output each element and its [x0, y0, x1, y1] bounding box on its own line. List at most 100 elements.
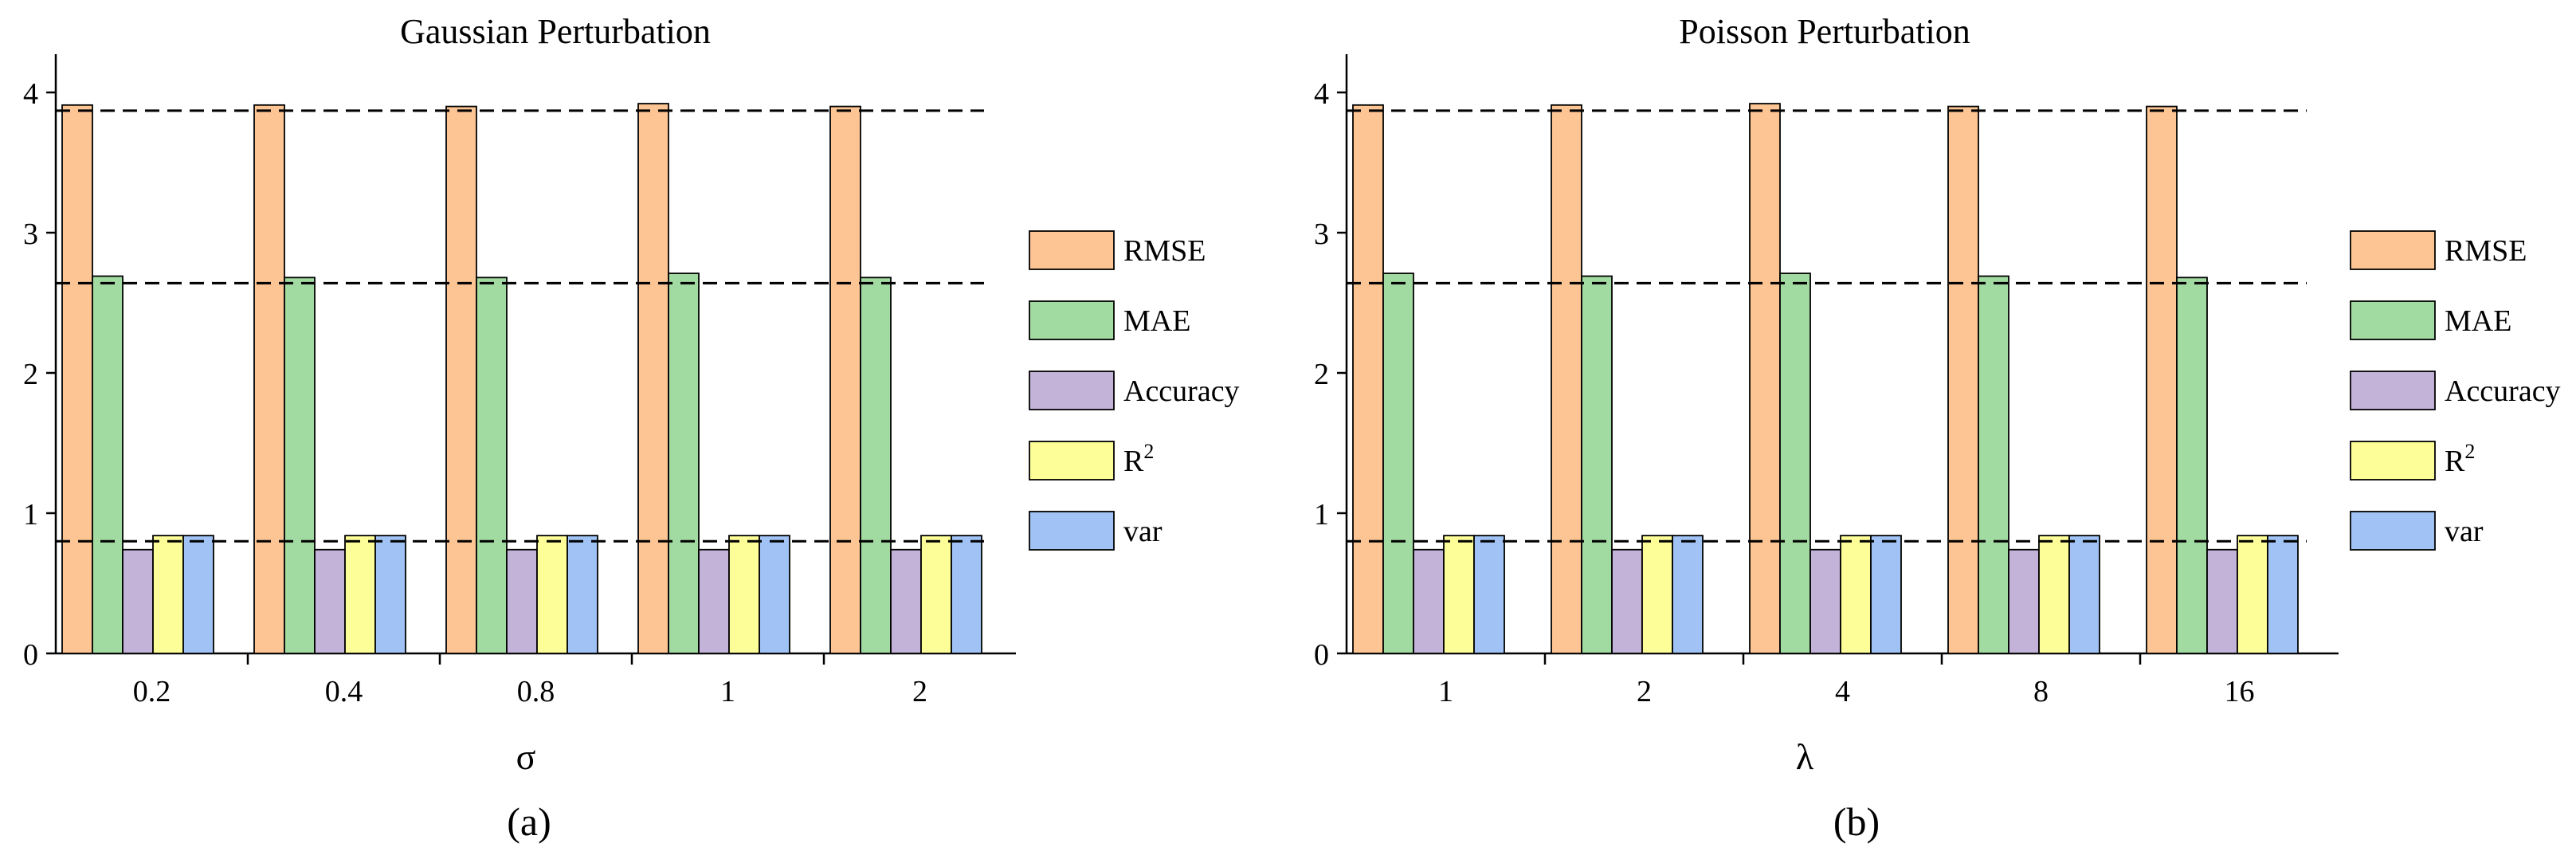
bar-accuracy	[506, 548, 538, 654]
bar-r2	[2038, 535, 2070, 654]
legend-label: RMSE	[2445, 234, 2527, 268]
bar-r2	[344, 535, 376, 654]
y-tick-label: 4	[23, 77, 38, 111]
bar-mae	[2176, 277, 2208, 654]
y-tick-label: 2	[1314, 358, 1329, 391]
bar-var	[2267, 535, 2299, 654]
y-tick-label: 2	[23, 358, 38, 391]
y-tick-label: 0	[23, 638, 38, 672]
legend-swatch	[1029, 511, 1115, 551]
bar-rmse	[2146, 105, 2178, 654]
bar-r2	[728, 535, 760, 654]
y-tick-label: 0	[1314, 638, 1329, 672]
bar-mae	[1382, 273, 1414, 654]
bar-mae	[92, 275, 124, 654]
y-tick-label: 3	[23, 218, 38, 251]
x-axis-label: σ	[516, 736, 536, 777]
bar-accuracy	[1413, 548, 1445, 654]
x-tick-label: 2	[912, 675, 927, 708]
bar-accuracy	[314, 548, 346, 654]
bar-mae	[476, 277, 508, 654]
legend-label: var	[1123, 515, 1163, 548]
bar-r2	[2237, 535, 2268, 654]
x-tick-label: 0.4	[325, 675, 363, 708]
bar-accuracy	[890, 548, 922, 654]
legend-label: R2	[2445, 440, 2475, 478]
legend-swatch	[1029, 371, 1115, 410]
x-tick-label: 1	[1438, 675, 1453, 708]
legend-swatch	[1029, 441, 1115, 480]
legend-label: Accuracy	[1123, 375, 1240, 408]
bar-r2	[1641, 535, 1673, 654]
legend-label: MAE	[2445, 304, 2511, 338]
x-tick-label: 0.2	[133, 675, 171, 708]
x-tick-label: 4	[1835, 675, 1850, 708]
x-tick-label: 16	[2225, 675, 2255, 708]
chart-title: Poisson Perturbation	[1679, 12, 1970, 51]
legend-swatch	[1029, 300, 1115, 340]
bar-var	[1672, 535, 1704, 654]
bar-rmse	[637, 103, 669, 654]
bar-rmse	[1352, 104, 1384, 654]
bar-accuracy	[698, 548, 730, 654]
bar-mae	[860, 277, 892, 654]
legend-label: R2	[1123, 440, 1154, 478]
bar-accuracy	[2206, 548, 2238, 654]
y-tick-label: 1	[1314, 498, 1329, 531]
x-tick-label: 0.8	[517, 675, 555, 708]
bar-mae	[1978, 275, 2009, 654]
bar-rmse	[61, 104, 93, 654]
legend: RMSE MAE Accuracy R2 var	[2350, 230, 2561, 551]
bar-var	[374, 535, 406, 654]
legend-label: RMSE	[1123, 234, 1206, 268]
x-axis-label: λ	[1796, 736, 1814, 777]
bar-rmse	[445, 105, 477, 654]
bar-mae	[284, 277, 316, 654]
bar-var	[182, 535, 214, 654]
bar-var	[759, 535, 790, 654]
bar-var	[567, 535, 598, 654]
x-tick-label: 8	[2033, 675, 2049, 708]
bar-accuracy	[122, 548, 154, 654]
bar-rmse	[253, 104, 285, 654]
y-tick-label: 1	[23, 498, 38, 531]
y-tick-label: 3	[1314, 218, 1329, 251]
caption: (a)	[507, 799, 551, 844]
bar-rmse	[1947, 105, 1979, 654]
chart-title: Gaussian Perturbation	[400, 12, 711, 51]
legend-label: var	[2445, 515, 2484, 548]
bar-mae	[1581, 275, 1613, 654]
bar-r2	[1840, 535, 1872, 654]
x-tick-label: 1	[720, 675, 735, 708]
legend-swatch	[1029, 230, 1115, 270]
legend-swatch	[2350, 371, 2436, 410]
bar-accuracy	[2008, 548, 2040, 654]
bar-r2	[152, 535, 184, 654]
bar-rmse	[1749, 103, 1781, 654]
bar-accuracy	[1809, 548, 1841, 654]
legend-swatch	[2350, 441, 2436, 480]
plot-area: 0 1 2 3 4 1 2 4 8 16	[1314, 54, 2339, 708]
caption: (b)	[1833, 799, 1880, 844]
bar-rmse	[829, 105, 861, 654]
legend-swatch	[2350, 300, 2436, 340]
plot-area: 0 1 2 3 4 0.2 0.4 0.8 1 2	[23, 54, 1016, 708]
chart-poisson: Poisson Perturbation 0 1 2 3 4 1 2 4 8 16 λ (b) R…	[1314, 12, 2561, 844]
x-tick-label: 2	[1637, 675, 1652, 708]
bar-rmse	[1551, 104, 1582, 654]
legend-swatch	[2350, 511, 2436, 551]
bar-mae	[668, 273, 700, 654]
legend-swatch	[2350, 230, 2436, 270]
bar-mae	[1779, 273, 1811, 654]
bar-var	[951, 535, 982, 654]
bar-var	[1473, 535, 1505, 654]
bar-accuracy	[1611, 548, 1643, 654]
bar-r2	[536, 535, 568, 654]
bar-var	[2068, 535, 2100, 654]
bar-r2	[1443, 535, 1475, 654]
chart-gaussian: Gaussian Perturbation 0 1 2 3 4 0.2 0.4 0.8 1 2 σ…	[23, 12, 1240, 844]
legend: RMSE MAE Accuracy R2 var	[1029, 230, 1240, 551]
bar-var	[1870, 535, 1902, 654]
legend-label: MAE	[1123, 304, 1190, 338]
